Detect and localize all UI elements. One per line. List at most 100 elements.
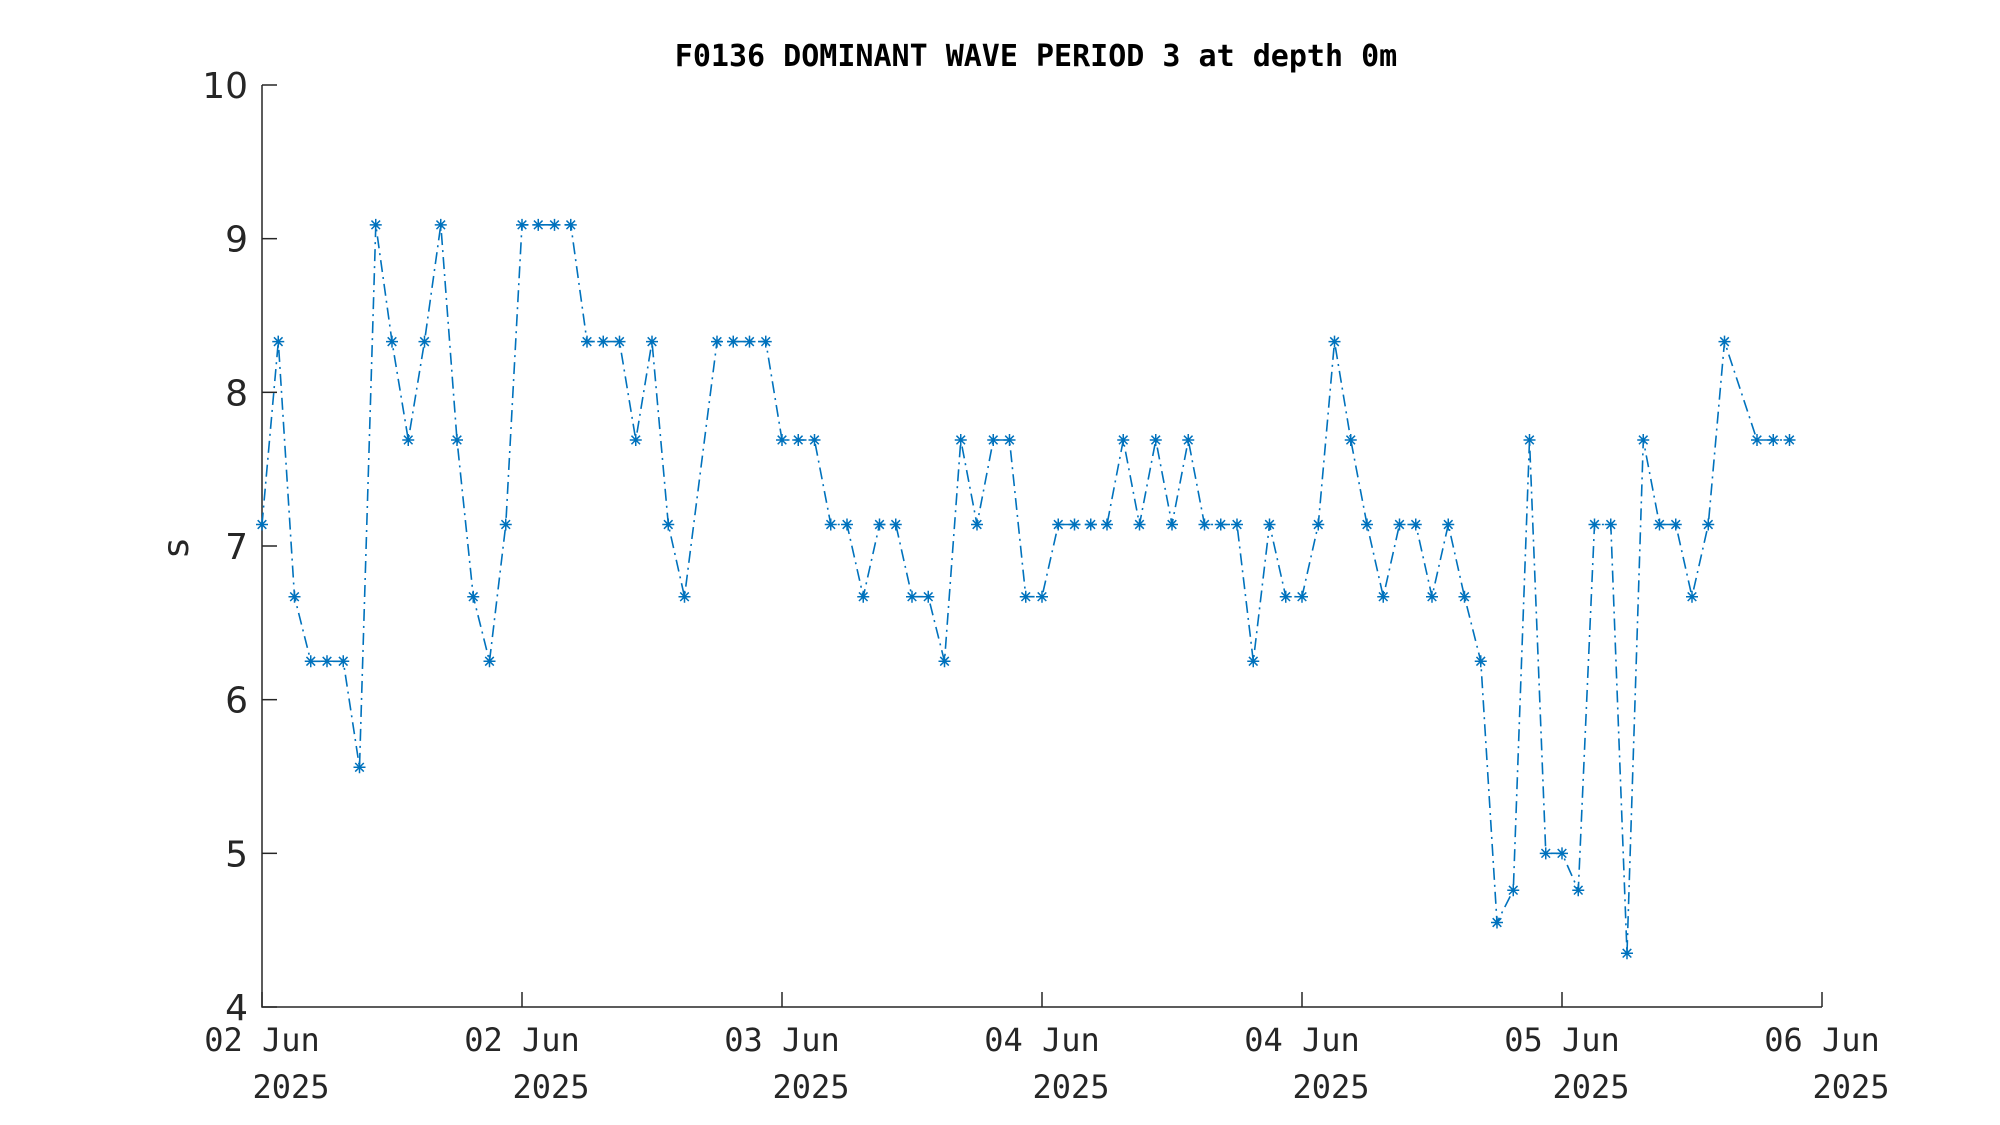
x-tick-label-year: 2025	[772, 1068, 849, 1106]
x-tick-label-date: 04 Jun	[1244, 1021, 1360, 1059]
data-point	[369, 218, 382, 231]
data-point	[841, 518, 853, 531]
y-tick-label: 9	[225, 220, 248, 261]
x-tick-label-year: 2025	[1812, 1068, 1889, 1106]
data-point	[954, 433, 967, 446]
x-tick-label-year: 2025	[1552, 1068, 1629, 1106]
data-point	[711, 335, 723, 348]
data-point	[1247, 655, 1260, 668]
data-point	[1572, 884, 1585, 897]
data-point	[418, 335, 431, 348]
series-line	[261, 224, 1790, 954]
data-point	[1003, 433, 1016, 446]
data-point	[1751, 433, 1763, 446]
data-point	[1474, 655, 1487, 668]
data-point	[1214, 518, 1227, 531]
data-point	[1718, 335, 1731, 348]
y-axis-label: s	[156, 539, 197, 558]
data-point	[1052, 518, 1065, 531]
x-tick-label-date: 06 Jun	[1764, 1021, 1880, 1059]
data-point	[451, 433, 463, 446]
data-point	[353, 761, 366, 774]
data-point	[987, 433, 1000, 446]
data-point	[1231, 518, 1243, 531]
data-point	[1377, 590, 1390, 603]
data-point	[922, 590, 935, 603]
y-tick-label: 6	[225, 681, 248, 722]
data-point	[971, 518, 983, 531]
data-point	[1588, 518, 1601, 531]
data-point	[759, 335, 772, 348]
data-point	[1019, 590, 1032, 603]
data-point	[1393, 518, 1406, 531]
data-point	[483, 655, 496, 668]
chart-title: F0136 DOMINANT WAVE PERIOD 3 at depth 0m	[675, 39, 1397, 74]
data-point	[1637, 433, 1650, 446]
data-point	[1312, 518, 1325, 531]
y-tick-label: 10	[202, 66, 248, 107]
data-point	[1458, 590, 1471, 603]
data-point	[1149, 433, 1162, 446]
data-point	[792, 433, 805, 446]
y-axis-ticks: 4 5 6 7 8 9 10	[202, 66, 277, 1029]
data-point	[272, 335, 285, 348]
data-point	[1783, 433, 1796, 446]
data-point	[1604, 518, 1617, 531]
x-tick-label-date: 05 Jun	[1504, 1021, 1620, 1059]
data-point	[288, 590, 301, 603]
data-point	[321, 655, 333, 668]
data-point	[564, 218, 577, 231]
x-axis-ticks: 02 Jun 2025 02 Jun 2025 03 Jun 2025 04 Jun 2025…	[204, 992, 1890, 1106]
data-point	[1117, 433, 1130, 446]
data-point	[1426, 590, 1438, 603]
plot-area	[261, 85, 1822, 1008]
x-tick-label-year: 2025	[1292, 1068, 1369, 1106]
data-point	[402, 433, 415, 446]
data-point	[597, 335, 610, 348]
data-point	[1133, 518, 1146, 531]
data-point	[1669, 518, 1682, 531]
data-point	[646, 335, 658, 348]
data-point	[1653, 518, 1666, 531]
data-point	[1036, 590, 1048, 603]
data-point	[678, 590, 691, 603]
data-point	[1767, 433, 1780, 446]
data-point	[434, 218, 447, 231]
data-point	[516, 218, 528, 231]
data-point	[1068, 518, 1081, 531]
data-point	[256, 518, 268, 531]
data-point	[1344, 433, 1357, 446]
x-tick-label-date: 02 Jun	[204, 1021, 320, 1059]
series-group	[256, 218, 1796, 960]
data-point	[386, 335, 398, 348]
data-point	[499, 518, 512, 531]
data-point	[808, 433, 821, 446]
data-point	[532, 218, 545, 231]
data-point	[1686, 590, 1698, 603]
data-point	[467, 590, 480, 603]
data-point	[1328, 335, 1341, 348]
x-tick-label-year: 2025	[1032, 1068, 1109, 1106]
data-point	[1491, 916, 1503, 929]
x-tick-label-date: 02 Jun	[464, 1021, 580, 1059]
y-tick-label: 8	[225, 373, 248, 414]
data-point	[727, 335, 740, 348]
data-point	[1101, 518, 1113, 531]
data-point	[304, 655, 317, 668]
data-point	[548, 218, 561, 231]
data-point	[889, 518, 902, 531]
data-point	[1523, 433, 1536, 446]
data-point	[1539, 847, 1552, 860]
data-point	[1442, 518, 1455, 531]
data-point	[1361, 518, 1373, 531]
data-point	[1556, 847, 1568, 860]
y-tick-label: 4	[225, 988, 248, 1029]
data-point	[1621, 947, 1633, 960]
data-point	[581, 335, 593, 348]
data-point	[1166, 518, 1178, 531]
x-tick-label-date: 04 Jun	[984, 1021, 1100, 1059]
y-tick-label: 7	[225, 527, 248, 568]
data-point	[1507, 884, 1520, 897]
data-point	[824, 518, 837, 531]
